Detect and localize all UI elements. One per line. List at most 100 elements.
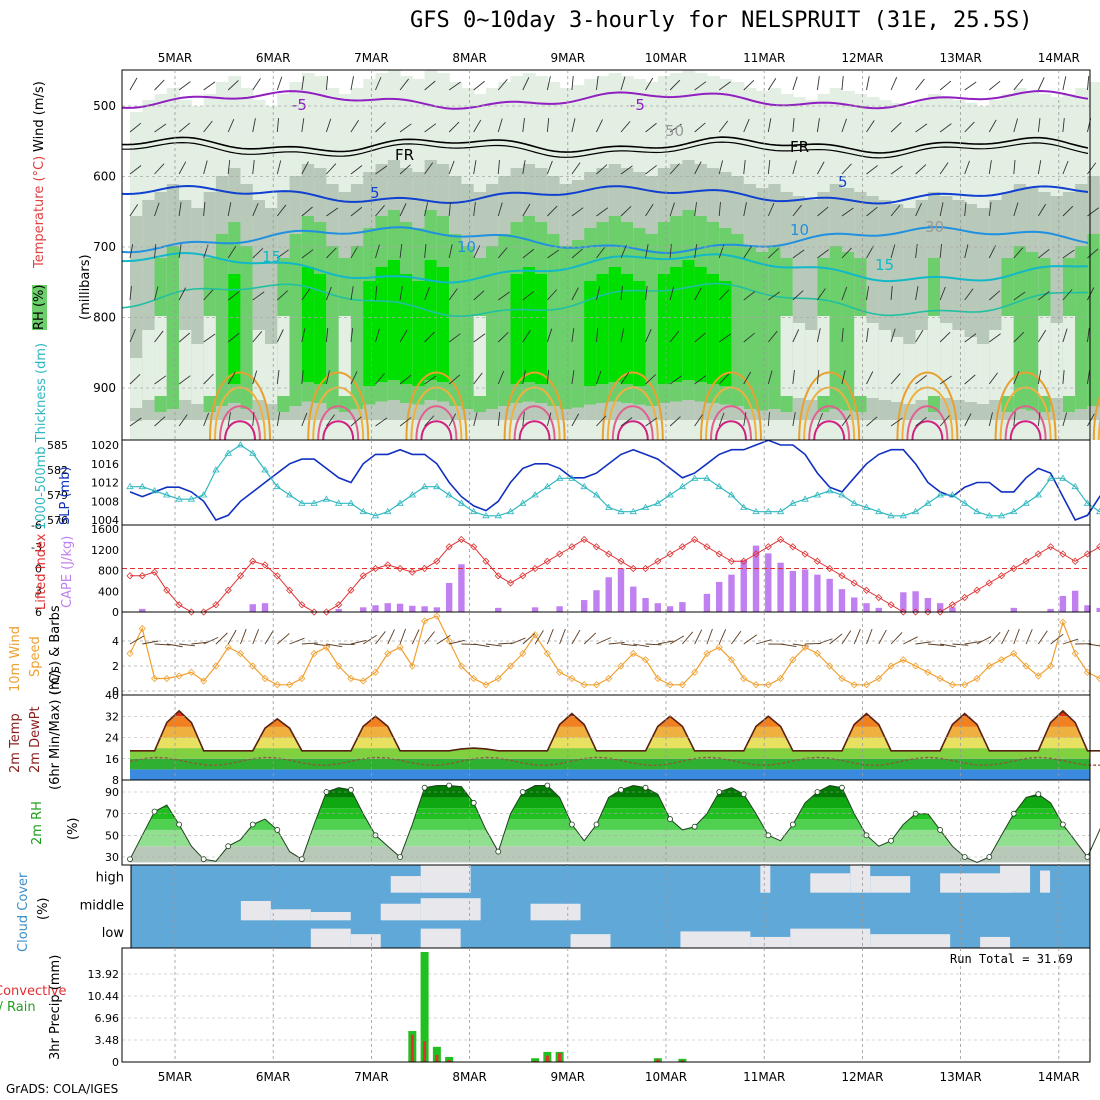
thickness-point [752,507,760,515]
rh-shade-cell [326,302,340,392]
thickness-point [850,499,858,506]
wind-barb-10m [1050,633,1064,645]
thickness-point [911,507,920,515]
cloud-block [270,909,311,921]
thickness-point [445,491,453,498]
rh-shade-cell [1013,302,1027,392]
rh-shade-cell [1075,302,1089,392]
rh-shade-cell [387,260,401,380]
wind-barb [767,412,770,427]
wind-barb-10m [571,629,581,645]
cape-bar [654,603,662,612]
wind-barb-10m [645,643,662,646]
surface-temp-contour [808,405,851,441]
wind-barb [448,81,461,91]
lifted-point [801,550,809,558]
wind-barb [252,291,265,301]
lifted-point [826,564,834,573]
cape-bar [630,586,637,612]
rh-shade-cell [829,302,843,392]
wind-barb [841,328,844,343]
precip-tick: 3.48 [95,1034,120,1047]
rh-point [298,856,305,863]
wind-barb-10m [1025,629,1033,645]
cloud-block [980,936,1011,948]
wind-barb [866,245,874,259]
wind-barb [1013,202,1019,217]
lifted-point [200,608,208,616]
wind-barb [326,163,337,175]
wind-barb [178,414,188,427]
cape-bar [1096,607,1100,612]
wind-speed-point [408,662,416,670]
cape-tick: 1600 [91,523,119,536]
thickness-point [531,491,539,498]
thickness-point [678,482,687,490]
surface-temp-contour [209,371,271,441]
wind-barb-10m [264,630,274,645]
cloud-block [870,876,911,893]
surface-temp-contour [508,386,561,441]
date-label-bottom: 6MAR [256,1070,291,1084]
thickness-point [948,491,957,498]
wind-barb [988,372,998,385]
wind-barb [326,207,339,217]
upper-ylabel-temp: Temperature (°C) [32,155,47,268]
wind-barb [129,165,142,175]
wind-barb [890,417,903,427]
wind-barb [1037,370,1042,385]
date-label-bottom: 12MAR [841,1070,883,1084]
upper-ylabel-rh: RH (%) [32,284,47,330]
cape-bar [838,589,846,612]
wind-barb [350,206,363,217]
contour-label: 15 [262,248,281,266]
wind-barb [939,331,951,343]
contour-minus5 [121,89,1089,110]
slp-tick: 1020 [91,439,119,452]
wind-speed-point [126,649,134,658]
lifted-point [396,564,404,573]
wind-barb [399,329,408,343]
cape-bar [445,582,453,612]
lifted-point [1010,564,1018,573]
wind-barb [1062,76,1067,91]
wind-barb [301,76,305,91]
precip-conv-bar [545,1055,549,1062]
wind-speed-point [1034,672,1042,680]
rh-shade-cell [989,330,1003,400]
wind-speed-point [273,681,281,689]
thickness-point [543,482,552,490]
wind-barb [1037,77,1045,91]
lifted-point [936,608,944,616]
cape-bar [1084,605,1091,612]
thickness-point [899,512,908,519]
wind-barb [1062,249,1075,259]
thickness-point [408,491,417,498]
wind-barb [276,118,280,133]
lifted-point [126,572,134,580]
wind-barb [939,375,952,385]
precip-conv-bar [656,1059,660,1062]
wind-barb [154,123,167,133]
wind-barb [227,332,240,343]
wind-barb [571,162,581,175]
cape-bar [863,603,870,612]
date-label-bottom: 11MAR [743,1070,785,1084]
cloud-ylabel-a: Cloud Cover [16,872,31,952]
lifted-point [506,579,515,587]
wind-barb [448,413,457,427]
wind-barb [399,244,403,259]
wind-barb [522,248,535,259]
surface-temp-contour [307,371,370,441]
wind-barb [890,204,901,217]
credit-text: GrADS: COLA/IGES [6,1082,119,1096]
wind-barb [424,162,434,175]
wind-barb [1037,160,1042,175]
wind-barb [792,76,798,91]
wind-barb [1013,160,1016,175]
lifted-point [813,557,821,565]
wind-barb-10m [927,643,944,646]
wind-barb [645,165,657,175]
wind-barb [866,206,878,217]
wind-barb [792,249,805,259]
